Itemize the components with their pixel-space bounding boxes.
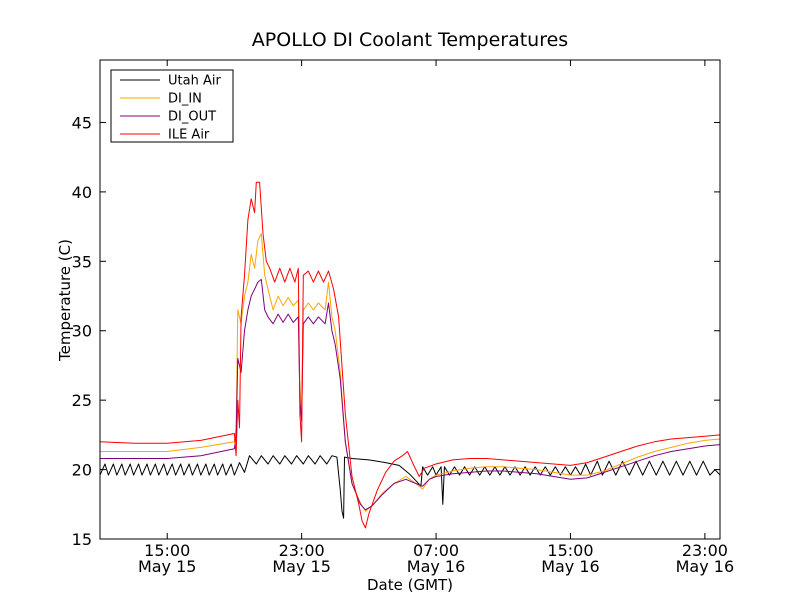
y-tick-label: 20 — [72, 461, 92, 480]
y-tick-label: 45 — [72, 113, 92, 132]
y-tick-label: 15 — [72, 530, 92, 549]
series-line-ile-air — [99, 181, 721, 529]
x-tick-label-date: May 16 — [541, 557, 600, 576]
y-tick-label: 40 — [72, 183, 92, 202]
chart-title: APOLLO DI Coolant Temperatures — [252, 29, 568, 51]
y-tick-label: 30 — [72, 322, 92, 341]
legend-label-di-in: DI_IN — [168, 92, 202, 107]
x-tick-label-date: May 15 — [138, 557, 197, 576]
x-tick-label-date: May 16 — [407, 557, 466, 576]
series-line-di-out — [100, 278, 721, 511]
plot-area-frame — [99, 59, 721, 540]
legend-label-ile-air: ILE Air — [168, 128, 210, 143]
x-axis-title: Date (GMT) — [367, 576, 453, 594]
x-tick-label-time: 23:00 — [682, 541, 728, 560]
series-line-di-in — [100, 233, 721, 512]
legend-label-di-out: DI_OUT — [168, 110, 216, 125]
y-axis-title: Temperature (C) — [56, 239, 74, 362]
series-layer — [99, 181, 721, 529]
y-tick-label: 35 — [72, 252, 92, 271]
legend-label-utah-air: Utah Air — [168, 74, 221, 89]
legend: Utah Air DI_IN DI_OUT ILE Air — [110, 69, 234, 143]
x-tick-label-time: 23:00 — [279, 541, 325, 560]
x-tick-label-time: 15:00 — [144, 541, 190, 560]
y-tick-label: 25 — [72, 391, 92, 410]
x-tick-label-date: May 15 — [272, 557, 331, 576]
x-tick-label-date: May 16 — [676, 557, 735, 576]
x-tick-label-time: 07:00 — [413, 541, 459, 560]
x-tick-label-time: 15:00 — [547, 541, 593, 560]
legend-frame — [110, 69, 234, 143]
series-line-utah-air — [99, 455, 721, 519]
